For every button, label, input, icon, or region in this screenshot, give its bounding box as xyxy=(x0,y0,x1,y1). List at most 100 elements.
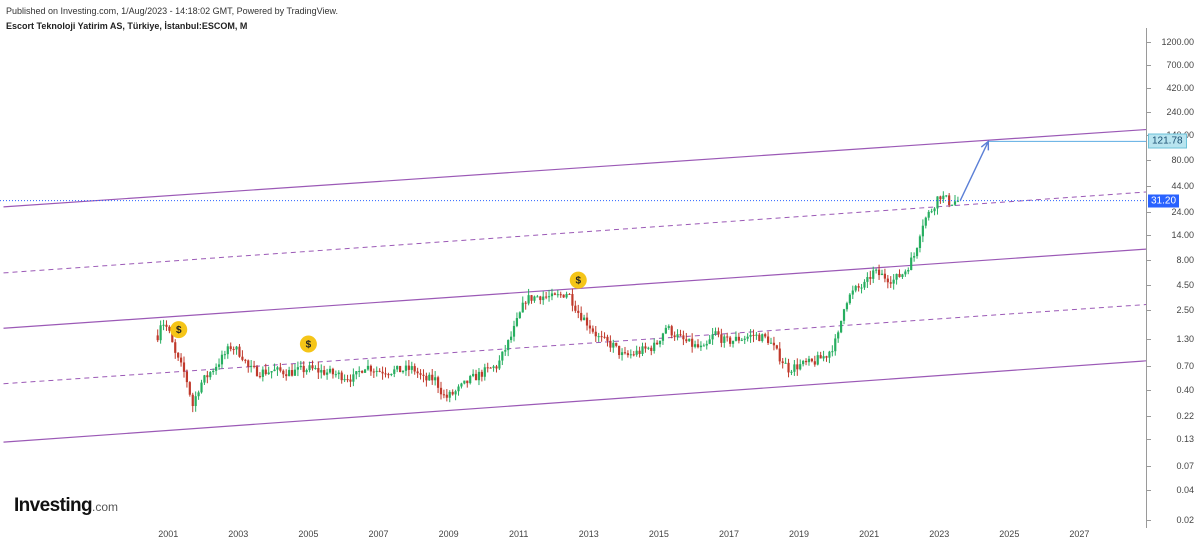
candle-109 xyxy=(474,369,478,381)
candle-body xyxy=(775,345,778,349)
candle-249 xyxy=(883,268,887,283)
candle-body xyxy=(851,290,854,295)
candle-68 xyxy=(355,371,358,380)
candle-179 xyxy=(679,329,682,337)
candle-body xyxy=(942,195,945,200)
candle-body xyxy=(325,372,329,375)
candle-body xyxy=(948,195,951,206)
candle-body xyxy=(436,377,440,388)
candle-243 xyxy=(866,272,869,288)
candle-body xyxy=(618,345,621,356)
candle-161 xyxy=(626,350,630,358)
candle-body xyxy=(285,374,288,377)
candle-body xyxy=(910,257,913,271)
price-chart[interactable]: $ $ $ xyxy=(0,0,1146,526)
candle-body xyxy=(346,379,349,381)
candle-body xyxy=(854,286,857,291)
candle-212 xyxy=(775,344,778,350)
candle-144 xyxy=(577,304,580,319)
candle-body xyxy=(220,354,224,365)
candle-body xyxy=(594,331,597,337)
candle-body xyxy=(194,396,197,407)
candle-body xyxy=(924,217,927,226)
candle-body xyxy=(848,294,851,304)
candle-body xyxy=(582,317,586,321)
candle-body xyxy=(565,293,568,298)
candle-body xyxy=(323,370,326,375)
candle-219 xyxy=(796,358,799,376)
target-price-label: 121.78 xyxy=(1148,133,1187,149)
candle-231 xyxy=(831,345,834,357)
candle-body xyxy=(299,365,302,368)
candle-10 xyxy=(185,369,189,388)
candle-body xyxy=(486,367,489,369)
candle-210 xyxy=(769,337,773,344)
candle-4 xyxy=(168,325,171,334)
candle-183 xyxy=(691,333,694,353)
candle-body xyxy=(562,294,565,298)
candle-body xyxy=(483,367,486,377)
candle-74 xyxy=(372,368,375,378)
candle-body xyxy=(953,201,957,205)
candle-229 xyxy=(825,355,828,362)
candle-body xyxy=(527,295,530,304)
candle-body xyxy=(495,366,498,369)
price-tick-mark xyxy=(1147,42,1151,43)
candle-29 xyxy=(241,350,244,362)
candle-body xyxy=(422,374,425,376)
candle-261 xyxy=(918,234,922,253)
candle-147 xyxy=(585,312,589,331)
price-axis[interactable]: 1200.00700.00420.00240.00140.0080.0044.0… xyxy=(1146,28,1200,528)
price-tick-label: 24.00 xyxy=(1171,206,1194,217)
candle-250 xyxy=(886,275,889,289)
price-tick-label: 4.50 xyxy=(1176,279,1194,290)
candle-128 xyxy=(530,294,533,304)
candle-251 xyxy=(889,276,892,288)
candle-body xyxy=(215,366,218,371)
candle-body xyxy=(547,296,551,298)
time-axis[interactable]: 2001 2003 2005 2007 2009 2011 2013 2015 2017 2019… xyxy=(0,526,1146,544)
candle-156 xyxy=(612,339,615,353)
candle-129 xyxy=(533,295,536,303)
candle-body xyxy=(311,365,314,369)
candle-body xyxy=(358,371,361,373)
channel-line-5 xyxy=(3,360,1146,443)
candle-98 xyxy=(442,389,446,399)
candle-body xyxy=(831,351,834,353)
candle-111 xyxy=(480,369,483,382)
candle-body xyxy=(591,328,594,332)
candle-body xyxy=(784,362,787,364)
candle-body xyxy=(807,358,811,363)
time-tick-label: 2021 xyxy=(859,529,880,539)
candle-body xyxy=(679,334,682,336)
candle-body xyxy=(588,325,592,329)
price-tick-label: 0.13 xyxy=(1176,433,1194,444)
candle-body xyxy=(658,340,662,345)
candle-232 xyxy=(834,334,837,356)
candle-146 xyxy=(582,314,586,321)
candle-186 xyxy=(699,341,703,351)
candle-body xyxy=(177,352,180,358)
candle-252 xyxy=(892,274,895,290)
candle-body xyxy=(863,281,866,288)
candle-body xyxy=(282,370,285,375)
candle-101 xyxy=(451,389,454,396)
candle-body xyxy=(451,391,454,395)
candle-body xyxy=(615,342,618,346)
price-tick-label: 80.00 xyxy=(1171,154,1194,165)
candle-238 xyxy=(851,285,854,300)
candle-263 xyxy=(924,216,927,229)
candle-body xyxy=(828,351,831,358)
candle-body xyxy=(390,373,393,375)
candle-body xyxy=(609,340,612,348)
candle-body xyxy=(375,370,378,372)
candle-body xyxy=(507,340,510,351)
candle-body xyxy=(956,200,960,202)
candle-body xyxy=(530,295,533,301)
candle-83 xyxy=(399,365,402,373)
candle-body xyxy=(626,353,630,356)
price-tick-label: 44.00 xyxy=(1171,180,1194,191)
candle-22 xyxy=(220,350,224,369)
candle-body xyxy=(889,282,892,284)
candle-81 xyxy=(393,365,396,378)
